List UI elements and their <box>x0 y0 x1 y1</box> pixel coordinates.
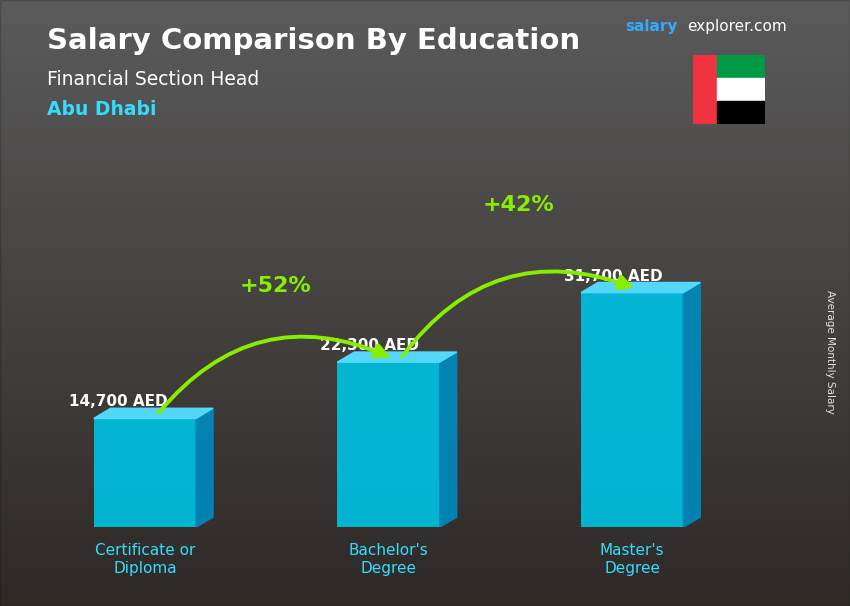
Bar <box>337 362 439 527</box>
Text: 22,300 AED: 22,300 AED <box>320 338 419 353</box>
Polygon shape <box>94 408 213 418</box>
Polygon shape <box>337 352 456 362</box>
Text: +52%: +52% <box>240 276 311 296</box>
Text: explorer.com: explorer.com <box>687 19 786 35</box>
Polygon shape <box>196 408 213 527</box>
Bar <box>717 55 765 78</box>
Text: Average Monthly Salary: Average Monthly Salary <box>825 290 836 413</box>
Polygon shape <box>683 282 700 527</box>
Text: 31,700 AED: 31,700 AED <box>564 268 662 284</box>
Polygon shape <box>581 282 700 293</box>
Bar <box>693 55 717 124</box>
Text: Salary Comparison By Education: Salary Comparison By Education <box>47 27 580 55</box>
Text: 14,700 AED: 14,700 AED <box>70 395 168 409</box>
Bar <box>581 293 683 527</box>
Text: Abu Dhabi: Abu Dhabi <box>47 100 156 119</box>
Bar <box>717 101 765 124</box>
Bar <box>94 418 196 527</box>
Text: Financial Section Head: Financial Section Head <box>47 70 259 88</box>
Bar <box>717 78 765 101</box>
Text: salary: salary <box>625 19 677 35</box>
Text: +42%: +42% <box>483 195 555 215</box>
Polygon shape <box>439 352 456 527</box>
